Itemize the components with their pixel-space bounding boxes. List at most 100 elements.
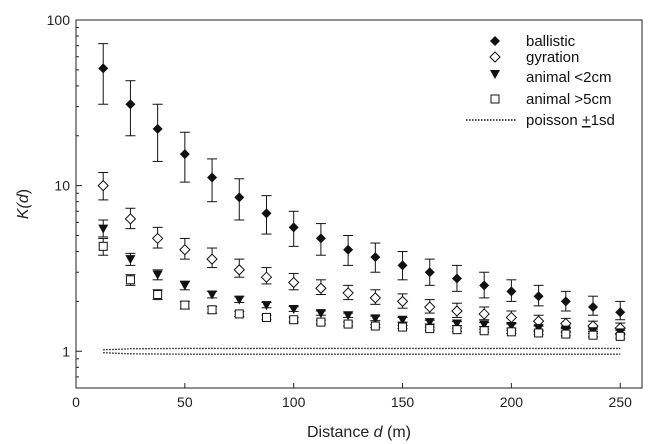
data-point (152, 123, 163, 134)
data-point (370, 314, 381, 324)
data-point (124, 213, 137, 225)
data-point (588, 330, 598, 340)
legend-label-poisson: poisson +1sd (526, 112, 615, 129)
data-point (261, 301, 272, 311)
y-tick-label: 1 (62, 343, 70, 359)
axis-ticks: 0 50 100 150 200 250 1 10 100 (47, 12, 632, 410)
x-tick-label: 250 (609, 394, 633, 410)
data-point (451, 273, 462, 284)
data-point (343, 319, 353, 329)
data-point (342, 287, 354, 299)
data-point (560, 296, 571, 307)
data-point (505, 311, 518, 324)
poisson-lower-line (103, 352, 621, 355)
data-point (207, 172, 218, 183)
data-point (315, 233, 326, 244)
legend-marker-animal-small (490, 70, 500, 79)
data-point (152, 270, 163, 280)
data-point (261, 312, 271, 322)
data-point (424, 301, 436, 313)
data-point (425, 324, 435, 334)
legend-marker-animal-large (490, 94, 500, 104)
data-point (588, 302, 599, 313)
data-point (153, 290, 163, 300)
data-point (234, 192, 245, 203)
legend-label-animal-large: animal >5cm (526, 91, 611, 108)
data-point (179, 244, 191, 256)
x-tick-label: 100 (282, 394, 306, 410)
legend-marker-ballistic (490, 36, 500, 46)
data-point (234, 295, 245, 305)
x-tick-label: 0 (72, 394, 80, 410)
data-point (125, 255, 136, 265)
legend-item-gyration: gyration (489, 49, 579, 66)
data-point (506, 322, 517, 332)
legend-marker-gyration (489, 51, 501, 63)
data-point (615, 331, 625, 341)
y-tick-label: 10 (54, 178, 70, 194)
legend-label-ballistic: ballistic (526, 33, 576, 50)
data-point (615, 307, 626, 318)
data-marks (97, 43, 626, 341)
legend-label-gyration: gyration (526, 49, 579, 66)
data-point (479, 326, 489, 336)
poisson-upper-line (103, 347, 621, 351)
data-point (396, 295, 409, 308)
legend: ballistic gyration animal <2cm animal >5… (466, 33, 615, 129)
data-point (288, 304, 299, 314)
data-point (478, 308, 490, 320)
legend-item-poisson: poisson +1sd (466, 112, 615, 129)
data-point (424, 267, 435, 278)
series-animal-5cm (98, 237, 626, 341)
data-point (370, 252, 381, 263)
data-point (288, 222, 299, 233)
data-point (206, 253, 218, 265)
x-tick-label: 150 (391, 394, 415, 410)
data-point (179, 281, 190, 291)
data-point (369, 292, 382, 304)
data-point (343, 311, 354, 321)
data-point (533, 291, 544, 302)
data-point (315, 282, 327, 294)
data-point (125, 99, 136, 110)
data-point (506, 327, 516, 337)
data-point (233, 264, 245, 276)
poisson-envelope (103, 347, 621, 355)
x-axis-label: Distance d (m) (307, 424, 411, 441)
data-point (287, 276, 300, 289)
data-point (180, 300, 190, 310)
data-point (316, 317, 326, 327)
series-ballistic (98, 43, 626, 321)
series-gyration (97, 172, 626, 334)
y-axis-label: K(d) (15, 189, 32, 219)
data-point (125, 275, 135, 285)
data-point (98, 224, 109, 234)
legend-label-animal-small: animal <2cm (526, 69, 611, 86)
data-point (561, 329, 571, 339)
data-point (479, 280, 490, 291)
x-tick-label: 200 (500, 394, 524, 410)
data-point (506, 286, 517, 297)
data-point (207, 290, 218, 300)
data-point (97, 179, 109, 192)
legend-item-ballistic: ballistic (490, 33, 576, 50)
data-point (370, 321, 380, 331)
data-point (179, 149, 190, 160)
data-point (452, 325, 462, 335)
data-point (261, 208, 272, 219)
data-point (151, 232, 164, 245)
series-animal-2cm (98, 219, 626, 338)
data-point (98, 63, 109, 74)
data-point (260, 271, 273, 283)
data-point (451, 319, 462, 329)
data-point (479, 320, 490, 330)
data-point (343, 244, 354, 255)
data-point (424, 318, 435, 328)
legend-item-animal-large: animal >5cm (490, 91, 611, 108)
legend-item-animal-small: animal <2cm (490, 69, 611, 86)
data-point (398, 322, 408, 332)
data-point (534, 328, 544, 338)
plot-frame (75, 19, 643, 389)
data-point (397, 260, 408, 271)
